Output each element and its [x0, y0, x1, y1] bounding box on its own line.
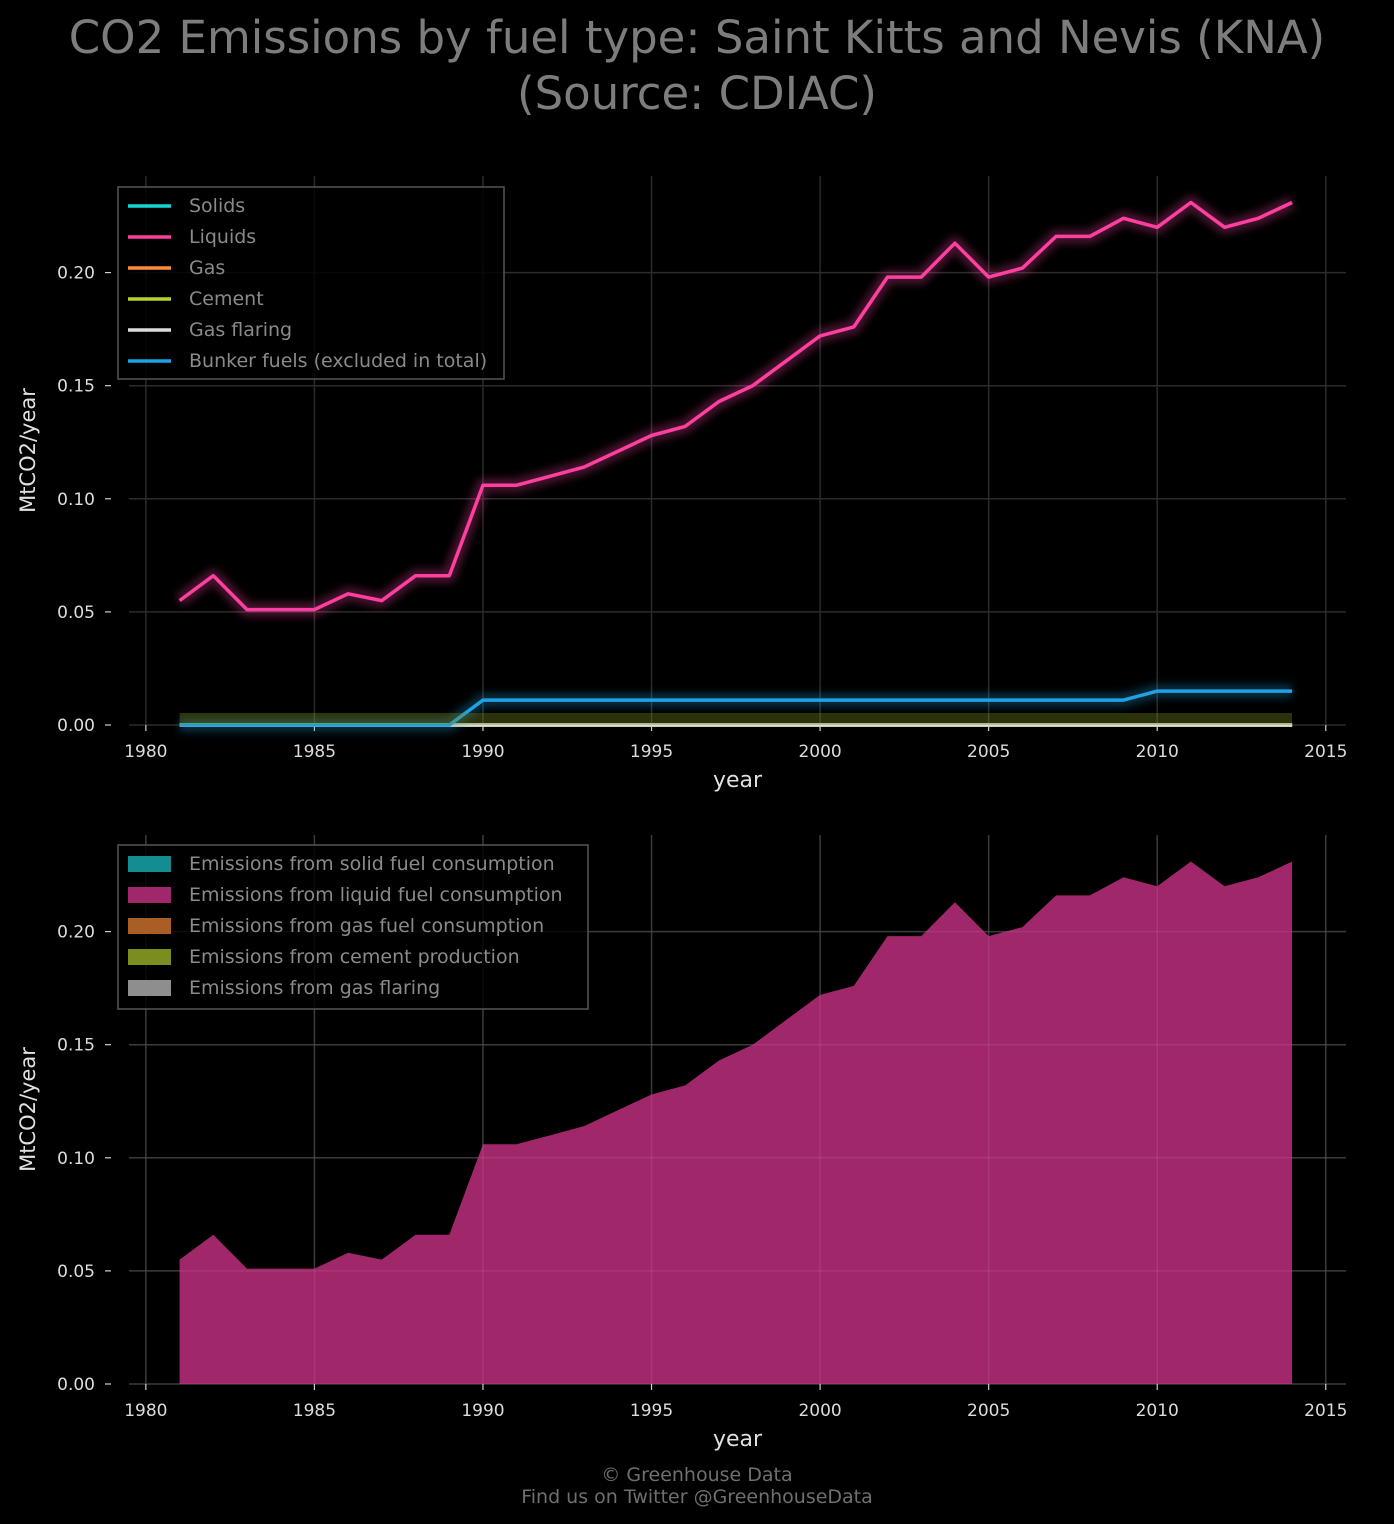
x-tick-label: 2015: [1304, 742, 1347, 762]
legend-label: Gas flaring: [189, 319, 292, 341]
x-tick-label: 1985: [293, 742, 336, 762]
title-line-2: (Source: CDIAC): [517, 67, 877, 120]
legend-swatch: [128, 918, 171, 934]
y-tick-label: 0.15: [57, 377, 95, 397]
x-tick-label: 1980: [124, 1401, 167, 1421]
y-axis-label: MtCO2/year: [16, 1047, 40, 1172]
y-tick-label: 0.00: [57, 716, 95, 736]
legend-swatch: [128, 949, 171, 965]
legend-label: Emissions from gas flaring: [189, 977, 440, 999]
x-axis-label: year: [713, 1427, 763, 1452]
x-tick-label: 1985: [293, 1401, 336, 1421]
legend-label: Gas: [189, 257, 225, 279]
x-tick-label: 2005: [967, 742, 1010, 762]
legend-swatch: [128, 856, 171, 872]
area-chart: 1980 1985 1990 1995 2000 2005 2010 2015 0.00 0.05…: [16, 835, 1347, 1452]
credits-line-1: © Greenhouse Data: [601, 1464, 793, 1486]
x-tick-label: 1995: [630, 1401, 673, 1421]
legend: Solids Liquids Gas Cement Gas flaring Bunker …: [117, 186, 505, 380]
x-tick-label: 2000: [798, 742, 841, 762]
credits: © Greenhouse Data Find us on Twitter @Gr…: [0, 1464, 1394, 1508]
legend-label: Liquids: [189, 226, 256, 248]
legend-frame: [117, 844, 589, 1010]
x-tick-label: 2010: [1136, 1401, 1179, 1421]
x-axis-label: year: [713, 768, 763, 793]
x-tick-label: 1995: [630, 742, 673, 762]
legend-label: Cement: [189, 288, 264, 310]
zero-band: [179, 713, 1293, 725]
y-tick-label: 0.15: [57, 1036, 95, 1056]
x-tick-label: 1990: [461, 742, 504, 762]
legend-label: Solids: [189, 195, 245, 217]
area-series: [179, 861, 1293, 1384]
x-tick-label: 1980: [124, 742, 167, 762]
legend-frame: [117, 186, 505, 380]
legend-label: Bunker fuels (excluded in total): [189, 350, 487, 372]
y-tick-label: 0.10: [57, 1149, 95, 1169]
legend: Emissions from solid fuel consumption Emi…: [117, 844, 589, 1010]
x-tick-label: 2000: [798, 1401, 841, 1421]
x-tick-label: 1990: [461, 1401, 504, 1421]
legend-swatch: [128, 887, 171, 903]
credits-line-2: Find us on Twitter @GreenhouseData: [521, 1486, 873, 1508]
x-tick-label: 2015: [1304, 1401, 1347, 1421]
x-tick-label: 2010: [1136, 742, 1179, 762]
y-tick-label: 0.00: [57, 1375, 95, 1395]
x-tick-label: 2005: [967, 1401, 1010, 1421]
series-line: [179, 689, 1293, 727]
legend-label: Emissions from cement production: [189, 946, 520, 968]
y-tick-label: 0.20: [57, 923, 95, 943]
line-chart: 1980 1985 1990 1995 2000 2005 2010 2015 0.00 0.05…: [16, 176, 1347, 793]
y-tick-label: 0.05: [57, 1262, 95, 1282]
legend-swatch: [128, 980, 171, 996]
y-tick-label: 0.10: [57, 490, 95, 510]
legend-label: Emissions from gas fuel consumption: [189, 915, 544, 937]
page-title: CO2 Emissions by fuel type: Saint Kitts …: [0, 10, 1394, 122]
y-tick-label: 0.20: [57, 264, 95, 284]
y-tick-label: 0.05: [57, 603, 95, 623]
legend-label: Emissions from liquid fuel consumption: [189, 884, 563, 906]
title-line-1: CO2 Emissions by fuel type: Saint Kitts …: [68, 11, 1326, 64]
legend-label: Emissions from solid fuel consumption: [189, 853, 555, 875]
y-axis-label: MtCO2/year: [16, 388, 40, 513]
series-line: [178, 200, 1293, 612]
